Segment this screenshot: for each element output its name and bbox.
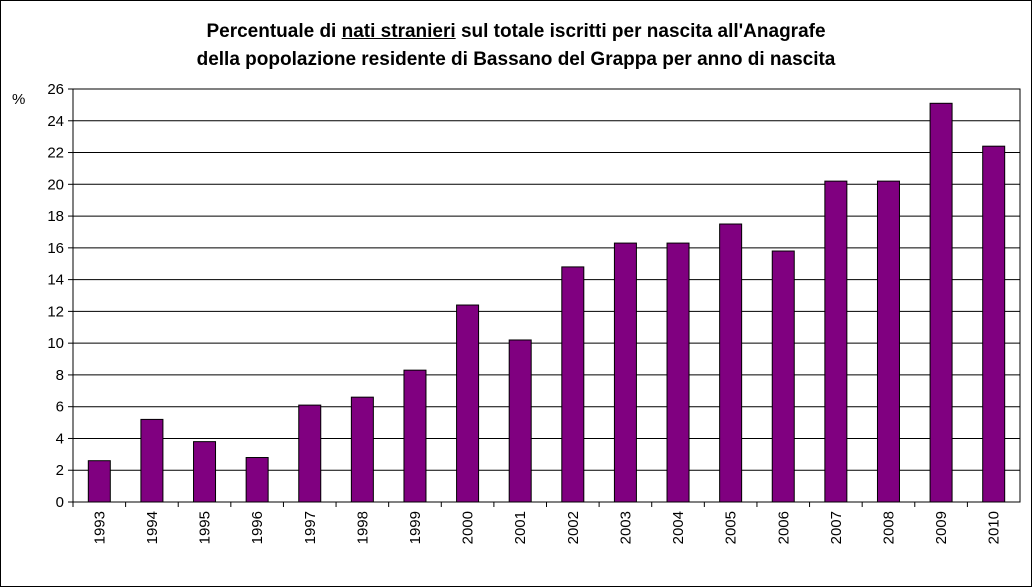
chart-title: Percentuale di nati stranieri sul totale…: [0, 18, 1032, 74]
bar: [876, 180, 900, 503]
x-tick-label: 1997: [302, 511, 319, 544]
title-line-2: della popolazione residente di Bassano d…: [196, 49, 836, 70]
bar: [666, 242, 690, 503]
y-tick-label: 8: [56, 367, 64, 384]
x-tick-label: 2003: [617, 511, 634, 544]
x-tick-label: 1998: [354, 511, 371, 544]
y-tick-label: 10: [47, 335, 64, 352]
x-tick-label: 2009: [933, 511, 950, 544]
bar: [824, 180, 848, 503]
title-line-1: Percentuale di nati stranieri sul totale…: [0, 18, 1032, 46]
y-tick-label: 0: [56, 494, 64, 511]
bar: [719, 223, 743, 503]
x-tick-label: 2004: [670, 511, 687, 544]
y-tick-label: 6: [56, 399, 64, 416]
x-tick-label: 2000: [460, 511, 477, 544]
x-tick-label: 2002: [565, 511, 582, 544]
bar: [298, 404, 322, 503]
title-part: Percentuale di: [206, 21, 342, 42]
y-tick-label: 22: [47, 145, 64, 162]
x-tick-label: 2005: [723, 511, 740, 544]
x-tick-label: 1999: [407, 511, 424, 544]
x-tick-label: 2010: [986, 511, 1003, 544]
bar: [929, 102, 953, 503]
y-tick-label: 14: [47, 272, 64, 289]
x-tick-label: 2007: [828, 511, 845, 544]
y-tick-label: 2: [56, 462, 64, 479]
bar: [982, 145, 1006, 503]
x-tick-label: 2001: [512, 511, 529, 544]
bar: [245, 457, 269, 503]
x-tick-label: 1994: [144, 511, 161, 544]
bar: [771, 250, 795, 503]
bar: [140, 418, 164, 503]
bar: [456, 304, 480, 503]
bar: [561, 266, 585, 503]
x-tick-label: 1995: [197, 511, 214, 544]
title-part: nati stranieri: [341, 21, 456, 42]
y-tick-label: 26: [47, 81, 64, 98]
bar: [403, 369, 427, 503]
bar: [613, 242, 637, 503]
bar: [350, 396, 374, 503]
title-part: sul totale iscritti per nascita all'Anag…: [455, 21, 826, 42]
y-tick-label: 12: [47, 303, 64, 320]
bar: [508, 339, 532, 503]
bar: [87, 460, 111, 503]
x-tick-label: 1996: [249, 511, 266, 544]
x-tick-label: 1993: [91, 511, 108, 544]
x-tick-label: 2006: [775, 511, 792, 544]
y-tick-label: 18: [47, 208, 64, 225]
bar: [193, 441, 217, 503]
y-tick-label: 16: [47, 240, 64, 257]
y-tick-label: 20: [47, 176, 64, 193]
y-tick-label: 4: [56, 430, 64, 447]
y-axis-label: %: [12, 91, 25, 108]
x-tick-label: 2008: [880, 511, 897, 544]
y-tick-label: 24: [47, 113, 64, 130]
